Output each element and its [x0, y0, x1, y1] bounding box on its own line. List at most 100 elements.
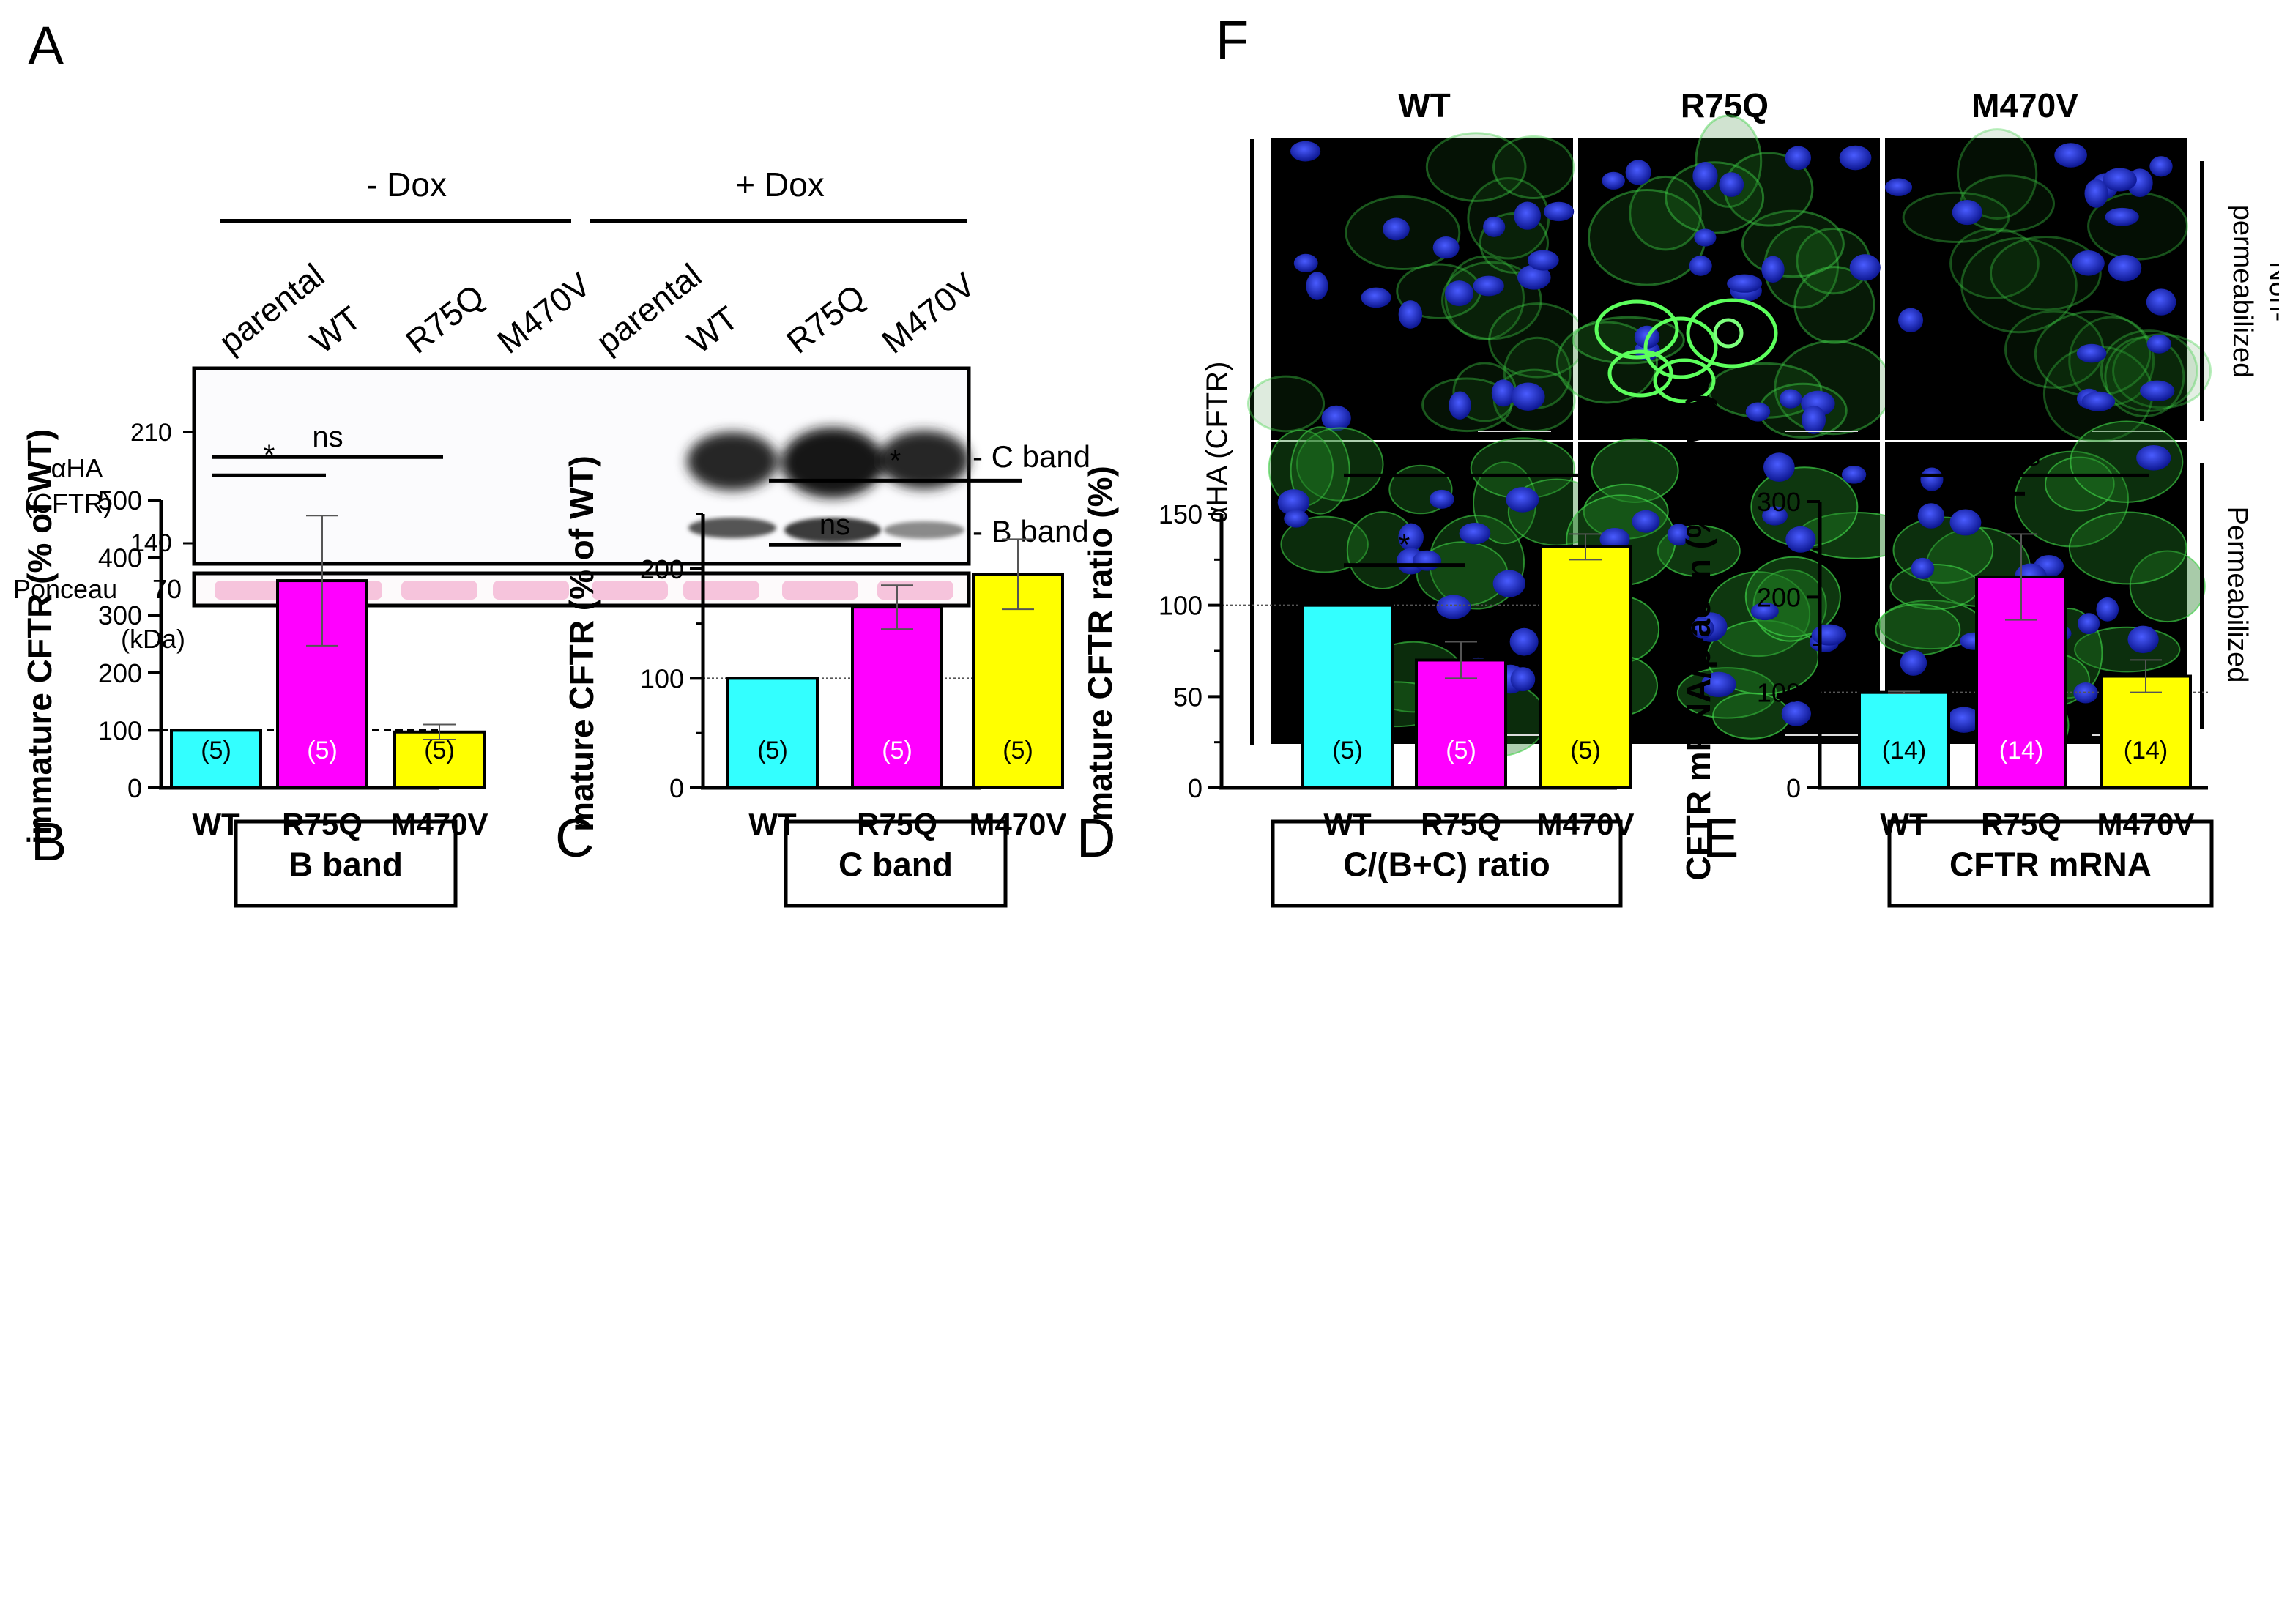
cell-body	[1280, 515, 1369, 573]
cell-body	[1246, 375, 1326, 433]
nucleus	[1383, 217, 1410, 241]
nucleus	[2076, 343, 2107, 363]
n-label: (5)	[424, 737, 455, 764]
nucleus	[2108, 254, 2142, 282]
n-label: (5)	[757, 737, 788, 764]
cell-body	[1425, 132, 1527, 202]
b-band-r75q	[784, 518, 881, 543]
cell-body	[2104, 336, 2185, 418]
x-tick-label: R75Q	[857, 807, 937, 841]
group-label-plus-dox: + Dox	[735, 165, 824, 204]
nucleus	[1361, 287, 1391, 308]
nucleus	[1473, 275, 1504, 297]
nucleus	[1599, 527, 1630, 551]
c-band-bands	[687, 428, 970, 498]
cell-body	[1555, 321, 1659, 404]
significance-label: ns	[2010, 439, 2040, 472]
ponceau-bands	[215, 581, 953, 600]
nucleus	[1492, 570, 1525, 597]
nucleus	[1293, 253, 1318, 272]
lane-label-7: M470V	[874, 265, 982, 361]
n-label: (5)	[201, 737, 231, 764]
nucleus	[1949, 509, 1982, 536]
membrane-ring	[1594, 299, 1679, 360]
chart-c: C C band (5) WT (5) R75Q (5) M470V 0 100 200 mature…	[555, 444, 1067, 908]
y-tick-label: 100	[98, 715, 142, 745]
nucleus	[1900, 649, 1927, 676]
panel-label-a: A	[28, 15, 64, 76]
nucleus	[2140, 380, 2175, 402]
y-axis-label: immature CFTR (% of WT)	[21, 429, 59, 844]
cell-body	[1629, 175, 1702, 251]
cell-body	[1989, 236, 2102, 311]
nucleus	[1920, 467, 1944, 491]
nucleus	[2054, 143, 2087, 168]
row-label-perm: Permeabilized	[2222, 507, 2253, 683]
nucleus	[2081, 391, 2116, 411]
nucleus	[1432, 236, 1460, 259]
nucleus	[2127, 625, 2159, 654]
chart-d: D C/(B+C) ratio (5) WT (5) R75Q (5) M470V 0 50 100…	[1077, 439, 1635, 908]
ponceau-band-4	[592, 581, 668, 600]
lane-label-5: WT	[680, 299, 745, 361]
row-label-nonperm-1: Non-	[2264, 261, 2279, 321]
bar-wt	[726, 677, 819, 790]
lane-label-0: parental	[212, 256, 331, 361]
nucleus	[1761, 256, 1785, 283]
nucleus	[1701, 671, 1736, 698]
cell-body	[1290, 426, 1350, 515]
nucleus	[1911, 557, 1935, 579]
panel-label-c: C	[555, 808, 594, 868]
nucleus	[1602, 171, 1625, 190]
chart-title-box	[1271, 819, 1623, 908]
b-band-bands	[688, 518, 964, 543]
nucleus	[1745, 402, 1771, 422]
x-tick-label: M470V	[390, 807, 488, 841]
chart-title: B band	[289, 846, 403, 884]
y-tick-label: 200	[640, 554, 684, 584]
n-label: (14)	[1999, 737, 2043, 764]
nucleus	[1306, 272, 1328, 300]
nucleus	[2072, 250, 2105, 276]
bar-charts: B B band (5) WT (5) R75Q (5) M470V 0 100 200 300 400…	[21, 394, 2214, 908]
nucleus	[1398, 300, 1423, 329]
nucleus	[1727, 274, 1763, 293]
significance-label: *	[1461, 439, 1473, 472]
significance-label: *	[890, 444, 901, 477]
x-tick-label: WT	[748, 807, 797, 841]
bar-wt	[1301, 603, 1394, 790]
c-band-m470v	[879, 431, 970, 489]
ponceau-label: Ponceau	[13, 574, 117, 604]
nucleus	[1517, 264, 1551, 290]
row-label-nonperm-2: permeabilized	[2227, 205, 2258, 379]
x-tick-label: R75Q	[282, 807, 363, 841]
nucleus	[1543, 201, 1575, 222]
micro-tile-r75q-nonperm	[1555, 114, 1893, 440]
membrane-ring	[1713, 318, 1744, 349]
antibody-label-line1: αHA	[51, 453, 103, 483]
nucleus	[1514, 201, 1542, 230]
nucleus	[2078, 613, 2100, 635]
y-tick-label: 0	[669, 773, 684, 803]
cell-body	[1441, 261, 1542, 340]
micro-tile-wt-nonperm	[1246, 132, 1587, 440]
nucleus	[1413, 550, 1442, 571]
c-band-r75q	[781, 428, 884, 498]
x-tick-label: M470V	[1536, 807, 1634, 841]
nucleus	[1483, 216, 1506, 237]
antibody-label-line2: (CFTR)	[24, 488, 112, 518]
panel-label-f: F	[1216, 10, 1249, 70]
chart-title-box	[234, 819, 458, 908]
bar-wt	[1858, 690, 1950, 790]
nucleus	[1449, 391, 1471, 420]
y-tick-label: 100	[1159, 591, 1202, 621]
n-label: (5)	[1570, 737, 1601, 764]
nucleus	[1839, 145, 1872, 171]
nucleus	[1811, 624, 1847, 646]
col-label-m470v: M470V	[1971, 86, 2078, 124]
nucleus	[1632, 510, 1660, 533]
y-tick-label: 100	[640, 663, 684, 693]
cell-body	[2068, 511, 2187, 585]
panel-label-b: B	[31, 811, 67, 872]
nucleus	[1459, 523, 1491, 545]
